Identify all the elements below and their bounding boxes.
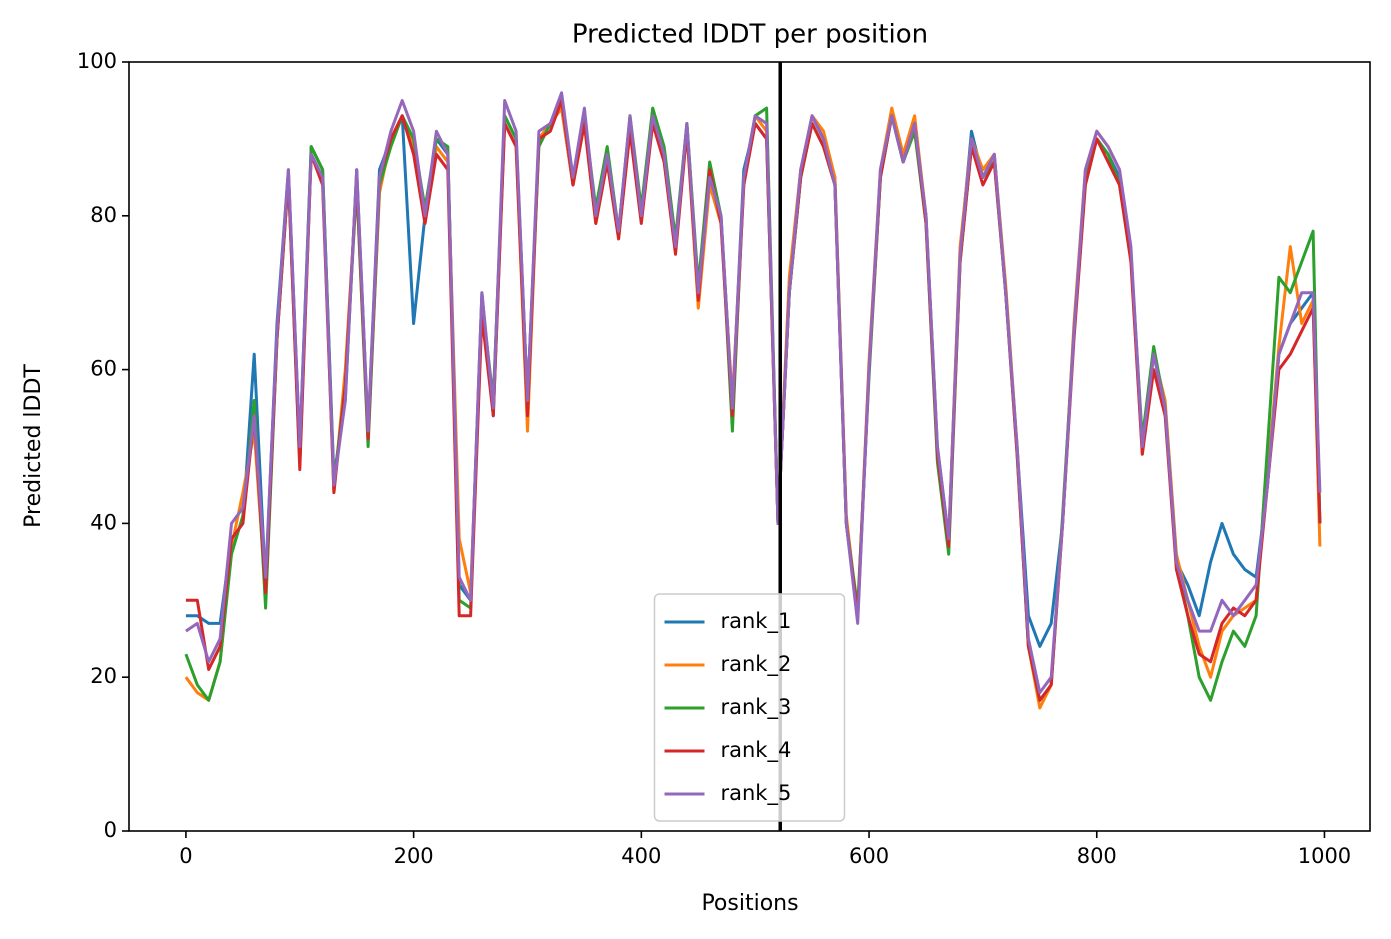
x-tick-label: 1000 <box>1298 844 1351 868</box>
series-line <box>185 91 1322 695</box>
y-tick-label: 100 <box>77 49 117 73</box>
y-tick-label: 20 <box>90 664 117 688</box>
legend-label: rank_2 <box>721 652 792 677</box>
x-tick-label: 0 <box>179 844 192 868</box>
x-axis-label: Positions <box>701 891 798 916</box>
legend-label: rank_1 <box>721 609 792 634</box>
y-tick-label: 0 <box>104 818 117 842</box>
legend-box <box>653 593 846 822</box>
x-tick-label: 800 <box>1077 844 1117 868</box>
legend-label: rank_3 <box>721 695 792 720</box>
x-tick-label: 600 <box>849 844 889 868</box>
chart-title: Predicted lDDT per position <box>572 20 928 50</box>
y-tick-label: 60 <box>90 357 117 381</box>
x-tick-label: 400 <box>621 844 661 868</box>
y-axis-label: Predicted lDDT <box>21 364 46 528</box>
axes-frame <box>128 61 1371 832</box>
y-tick-label: 40 <box>90 510 117 534</box>
x-tick-label: 200 <box>394 844 434 868</box>
y-tick-label: 80 <box>90 203 117 227</box>
legend-label: rank_5 <box>721 781 792 806</box>
legend-label: rank_4 <box>721 738 792 763</box>
